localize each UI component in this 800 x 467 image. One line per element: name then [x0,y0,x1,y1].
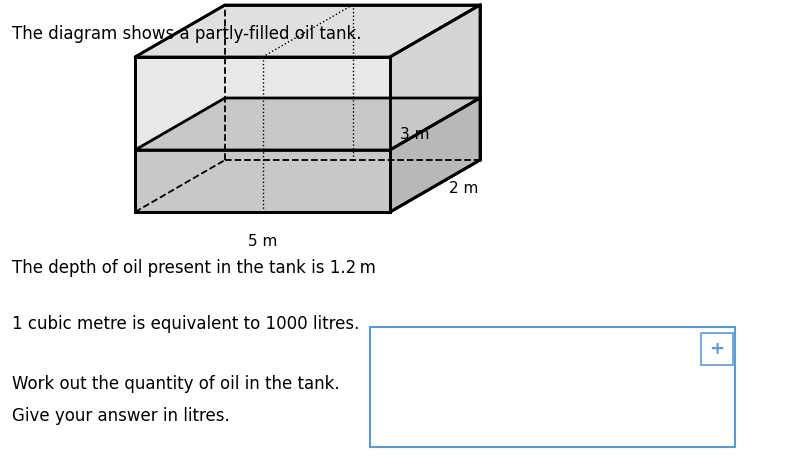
Text: +: + [710,340,725,358]
Text: Give your answer in litres.: Give your answer in litres. [12,407,230,425]
Text: The depth of oil present in the tank is 1.2 m: The depth of oil present in the tank is … [12,259,376,277]
Polygon shape [135,5,480,57]
Polygon shape [135,98,480,150]
Text: 3 m: 3 m [400,127,430,142]
Polygon shape [225,5,480,160]
Text: Work out the quantity of oil in the tank.: Work out the quantity of oil in the tank… [12,375,340,393]
Polygon shape [135,150,390,212]
Polygon shape [135,57,390,212]
Polygon shape [390,98,480,212]
Polygon shape [390,5,480,212]
Text: 2 m: 2 m [449,181,478,196]
Text: 1 cubic metre is equivalent to 1000 litres.: 1 cubic metre is equivalent to 1000 litr… [12,315,359,333]
Text: 5 m: 5 m [248,234,277,249]
Text: The diagram shows a partly-filled oil tank.: The diagram shows a partly-filled oil ta… [12,25,362,43]
FancyBboxPatch shape [370,327,735,447]
FancyBboxPatch shape [701,333,733,365]
